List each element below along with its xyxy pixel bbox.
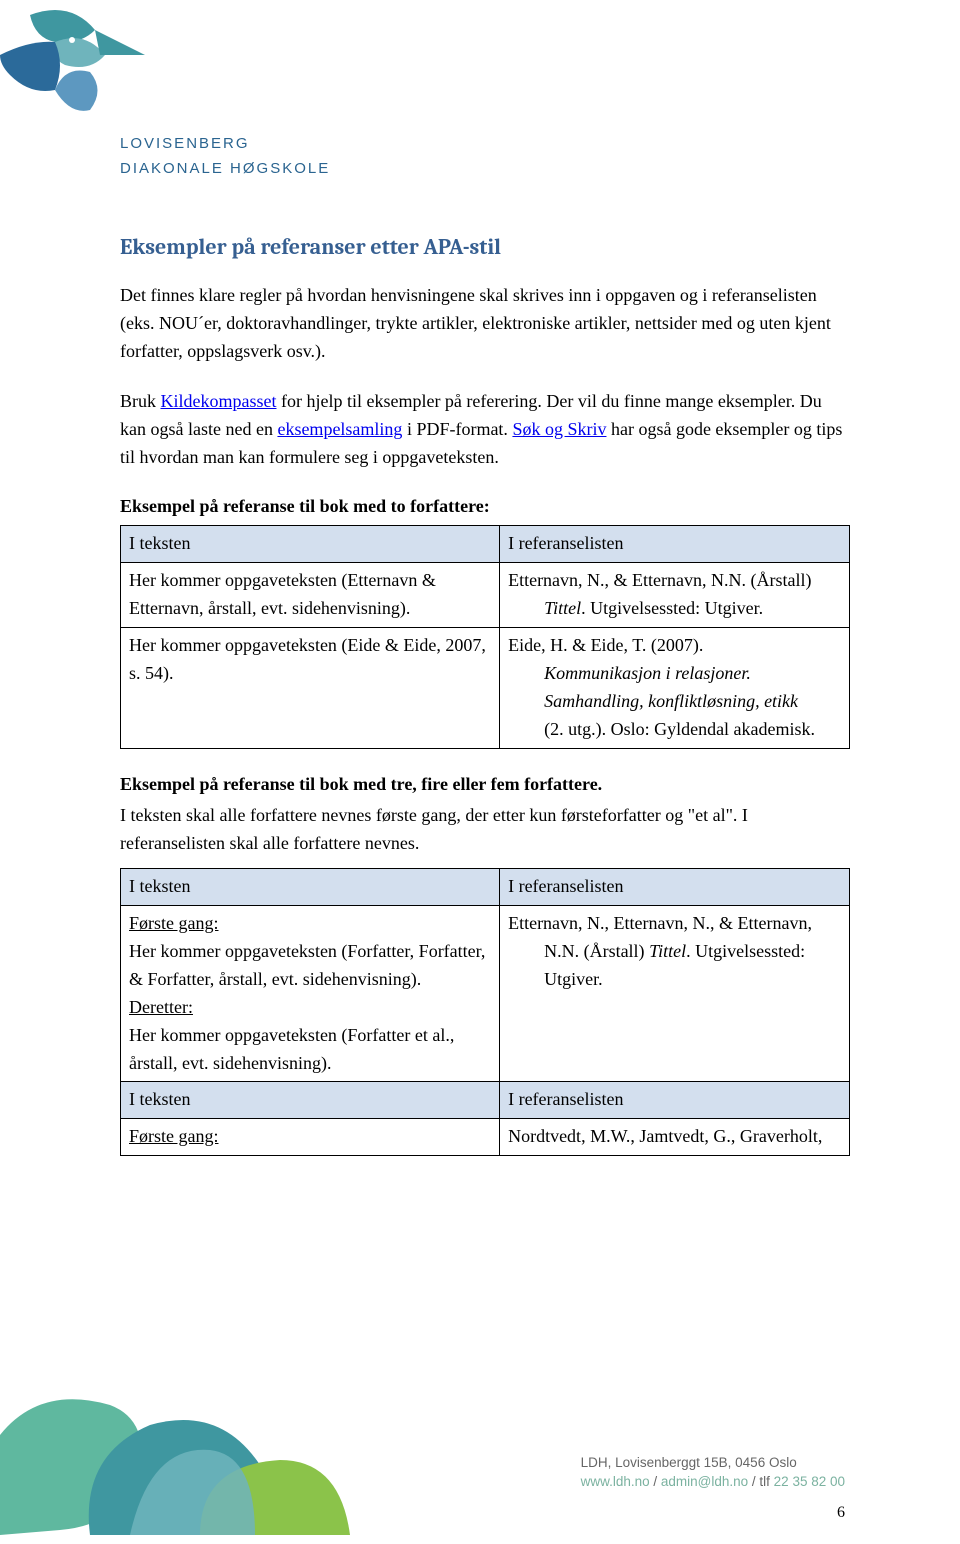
table2-row2-right: Nordtvedt, M.W., Jamtvedt, G., Graverhol… <box>500 1119 850 1156</box>
text-fragment: (2. utg.). Oslo: Gyldendal akademisk. <box>544 719 815 739</box>
label-first-time: Første gang: <box>129 913 219 933</box>
table2-intro: I teksten skal alle forfattere nevnes fø… <box>120 802 850 858</box>
footer-logo-shapes <box>0 1375 360 1535</box>
page-footer: LDH, Lovisenberggt 15B, 0456 Oslo www.ld… <box>0 1375 960 1544</box>
intro-paragraph-1: Det finnes klare regler på hvordan henvi… <box>120 282 850 366</box>
table2-header-left: I teksten <box>121 869 500 906</box>
table1-row2-left: Her kommer oppgaveteksten (Eide & Eide, … <box>121 628 500 749</box>
text-fragment: . Utgivelsessted: Utgiver. <box>581 598 763 618</box>
reference-table-1: I teksten I referanselisten Her kommer o… <box>120 525 850 748</box>
page-number: 6 <box>837 1501 845 1526</box>
kildekompasset-link[interactable]: Kildekompasset <box>161 391 277 411</box>
footer-email: admin@ldh.no <box>661 1474 748 1489</box>
footer-links: www.ldh.no / admin@ldh.no / tlf 22 35 82… <box>581 1473 845 1492</box>
page-title: Eksempler på referanser etter APA-stil <box>120 230 850 264</box>
text-fragment-italic: Tittel <box>544 598 581 618</box>
label-first-time: Første gang: <box>129 1126 219 1146</box>
footer-address: LDH, Lovisenberggt 15B, 0456 Oslo <box>581 1454 845 1473</box>
table2-row1-left: Første gang: Her kommer oppgaveteksten (… <box>121 906 500 1082</box>
table1-row2-right: Eide, H. & Eide, T. (2007). Kommunikasjo… <box>500 628 850 749</box>
text-fragment-italic: Kommunikasjon i relasjoner. Samhandling,… <box>508 660 841 716</box>
table2-title: Eksempel på referanse til bok med tre, f… <box>120 771 850 799</box>
table2-row2-left: Første gang: <box>121 1119 500 1156</box>
text-fragment: Eide, H. & Eide, T. (2007). <box>508 635 703 655</box>
table1-row1-left: Her kommer oppgaveteksten (Etternavn & E… <box>121 563 500 628</box>
table2-header-right: I referanselisten <box>500 869 850 906</box>
text-fragment: / <box>650 1474 661 1489</box>
table1-title: Eksempel på referanse til bok med to for… <box>120 493 850 521</box>
footer-contact: LDH, Lovisenberggt 15B, 0456 Oslo www.ld… <box>581 1454 845 1492</box>
text-fragment: Bruk <box>120 391 161 411</box>
intro-paragraph-2: Bruk Kildekompasset for hjelp til eksemp… <box>120 388 850 472</box>
text-fragment: Etternavn, N., & Etternavn, N.N. (Årstal… <box>508 570 811 590</box>
text-fragment: Her kommer oppgaveteksten (Forfatter et … <box>129 1025 454 1073</box>
brand-line1: LOVISENBERG <box>120 132 330 155</box>
footer-website: www.ldh.no <box>581 1474 650 1489</box>
table2-header2-right: I referanselisten <box>500 1082 850 1119</box>
text-fragment: N.N. (Årstall) <box>544 941 649 961</box>
table1-row1-right: Etternavn, N., & Etternavn, N.N. (Årstal… <box>500 563 850 628</box>
eksempelsamling-link[interactable]: eksempelsamling <box>277 419 402 439</box>
text-fragment-italic: Tittel <box>649 941 686 961</box>
footer-phone: 22 35 82 00 <box>774 1474 845 1489</box>
reference-table-2: I teksten I referanselisten Første gang:… <box>120 868 850 1156</box>
text-fragment: i PDF-format. <box>402 419 512 439</box>
table1-header-left: I teksten <box>121 526 500 563</box>
brand-line2: DIAKONALE HØGSKOLE <box>120 157 330 180</box>
table1-header-right: I referanselisten <box>500 526 850 563</box>
text-fragment: Her kommer oppgaveteksten (Forfatter, Fo… <box>129 941 485 989</box>
label-thereafter: Deretter: <box>129 997 193 1017</box>
sok-og-skriv-link[interactable]: Søk og Skriv <box>512 419 606 439</box>
table2-row1-right: Etternavn, N., Etternavn, N., & Etternav… <box>500 906 850 1082</box>
table2-header2-left: I teksten <box>121 1082 500 1119</box>
brand-text: LOVISENBERG DIAKONALE HØGSKOLE <box>120 132 330 181</box>
text-fragment: Etternavn, N., Etternavn, N., & Etternav… <box>508 913 812 933</box>
text-fragment: / tlf <box>748 1474 774 1489</box>
